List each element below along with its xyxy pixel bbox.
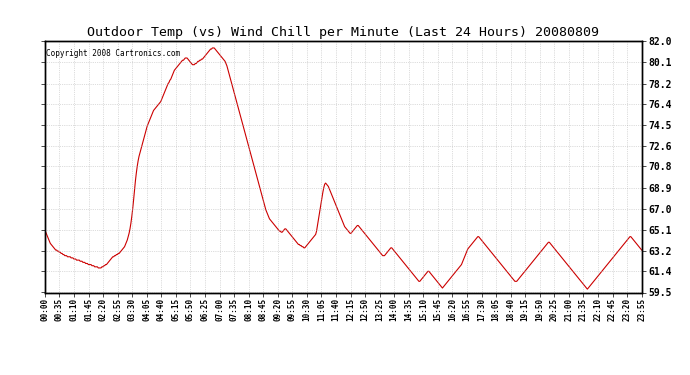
Text: Copyright 2008 Cartronics.com: Copyright 2008 Cartronics.com bbox=[46, 49, 180, 58]
Title: Outdoor Temp (vs) Wind Chill per Minute (Last 24 Hours) 20080809: Outdoor Temp (vs) Wind Chill per Minute … bbox=[87, 26, 600, 39]
